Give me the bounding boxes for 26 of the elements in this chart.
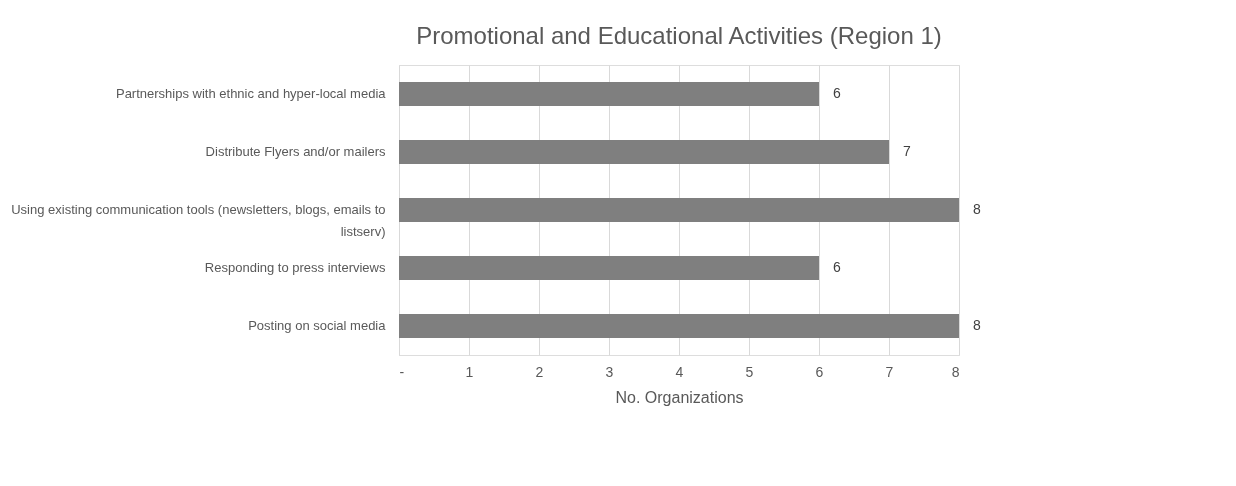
y-tick-label: Using existing communication tools (newsletters, blogs, emails to listserv) bbox=[11, 202, 386, 239]
data-label: 7 bbox=[903, 143, 911, 159]
x-tick-label: 3 bbox=[605, 363, 614, 380]
bar bbox=[399, 198, 959, 222]
x-tick-label: - bbox=[399, 363, 405, 380]
chart-title: Promotional and Educational Activities (Region 1) bbox=[416, 22, 942, 49]
y-tick-label: Distribute Flyers and/or mailers bbox=[205, 144, 386, 159]
bar bbox=[399, 256, 819, 280]
bar bbox=[399, 314, 959, 338]
x-tick-label: 8 bbox=[951, 363, 960, 380]
bar bbox=[399, 140, 889, 164]
x-tick-label: 2 bbox=[535, 363, 544, 380]
bar bbox=[399, 82, 819, 106]
data-label: 8 bbox=[973, 317, 981, 333]
data-label: 6 bbox=[833, 85, 841, 101]
y-tick-label: Posting on social media bbox=[248, 318, 387, 333]
x-tick-label: 6 bbox=[815, 363, 824, 380]
data-label: 6 bbox=[833, 259, 841, 275]
x-tick-label: 5 bbox=[745, 363, 754, 380]
y-tick-label: Partnerships with ethnic and hyper-local media bbox=[115, 86, 387, 101]
x-axis-title: No. Organizations bbox=[615, 388, 744, 406]
x-tick-label: 1 bbox=[465, 363, 474, 380]
data-label: 8 bbox=[973, 201, 981, 217]
y-tick-label: Responding to press interviews bbox=[204, 260, 386, 275]
x-tick-label: 4 bbox=[675, 363, 684, 380]
x-tick-label: 7 bbox=[885, 363, 894, 380]
